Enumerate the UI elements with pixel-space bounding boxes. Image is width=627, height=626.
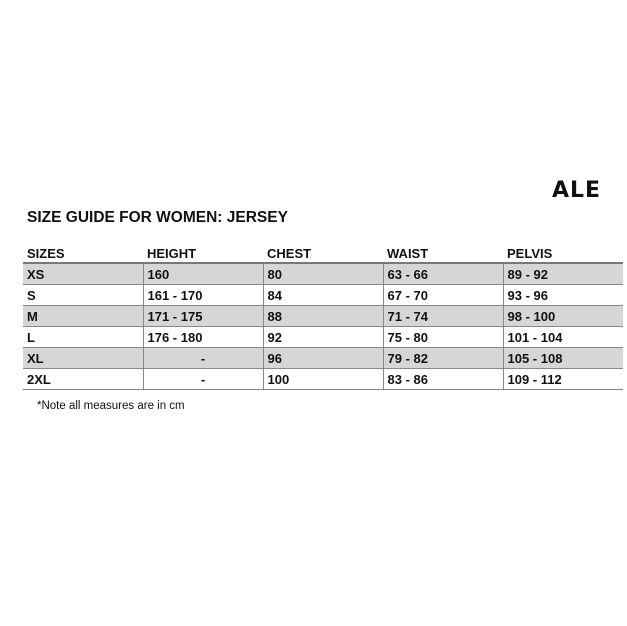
column-header: CHEST — [263, 244, 383, 264]
table-row: XL -96 79 - 82 105 - 108 — [23, 347, 623, 369]
table-cell: 171 - 175 — [142, 305, 263, 327]
column-header: HEIGHT — [143, 244, 263, 264]
header-row: SIZES HEIGHT CHEST WAIST PELVIS — [23, 244, 623, 264]
table-cell: 2XL — [23, 368, 143, 390]
column-header: PELVIS — [503, 244, 623, 264]
table-row: S 161 - 170 84 67 - 70 93 - 96 — [23, 284, 623, 306]
column-header: WAIST — [383, 244, 503, 264]
table-cell: - — [142, 368, 263, 390]
table-cell: 88 — [262, 305, 383, 327]
table-row: XS 160 80 63 - 66 89 - 92 — [23, 263, 623, 285]
table-cell: 92 — [262, 326, 383, 348]
table-cell: 67 - 70 — [382, 284, 503, 306]
table-row: L 176 - 180 92 75 - 80 101 - 104 — [23, 326, 623, 348]
table-cell: 80 — [262, 263, 383, 285]
measure-note: *Note all measures are in cm — [37, 400, 185, 412]
page-title: SIZE GUIDE FOR WOMEN: JERSEY — [27, 209, 288, 226]
table-cell: XS — [23, 263, 143, 285]
table-cell: 84 — [262, 284, 383, 306]
table-cell: 96 — [262, 347, 383, 369]
table-row: M 171 - 175 88 71 - 74 98 - 100 — [23, 305, 623, 327]
table-cell: 101 - 104 — [502, 326, 623, 348]
table-cell: 93 - 96 — [502, 284, 623, 306]
table-cell: 100 — [262, 368, 383, 390]
table-cell: M — [23, 305, 143, 327]
size-table: SIZES HEIGHT CHEST WAIST PELVIS XS 160 80 63 - … — [23, 244, 623, 390]
table-cell: 89 - 92 — [502, 263, 623, 285]
table-cell: 79 - 82 — [382, 347, 503, 369]
table-cell: 161 - 170 — [142, 284, 263, 306]
table-cell: - — [142, 347, 263, 369]
table-cell: 176 - 180 — [142, 326, 263, 348]
table-cell: 71 - 74 — [382, 305, 503, 327]
table-cell: L — [23, 326, 143, 348]
table-cell: 109 - 112 — [502, 368, 623, 390]
table-cell: 63 - 66 — [382, 263, 503, 285]
table-cell: XL — [23, 347, 143, 369]
column-header: SIZES — [23, 244, 143, 264]
table-cell: 160 — [142, 263, 263, 285]
table-cell: 75 - 80 — [382, 326, 503, 348]
table-cell: 105 - 108 — [502, 347, 623, 369]
ale-logo: ALE — [552, 178, 602, 203]
table-cell: 98 - 100 — [502, 305, 623, 327]
table-cell: S — [23, 284, 143, 306]
table-cell: 83 - 86 — [382, 368, 503, 390]
table-row: 2XL -100 83 - 86 109 - 112 — [23, 368, 623, 390]
